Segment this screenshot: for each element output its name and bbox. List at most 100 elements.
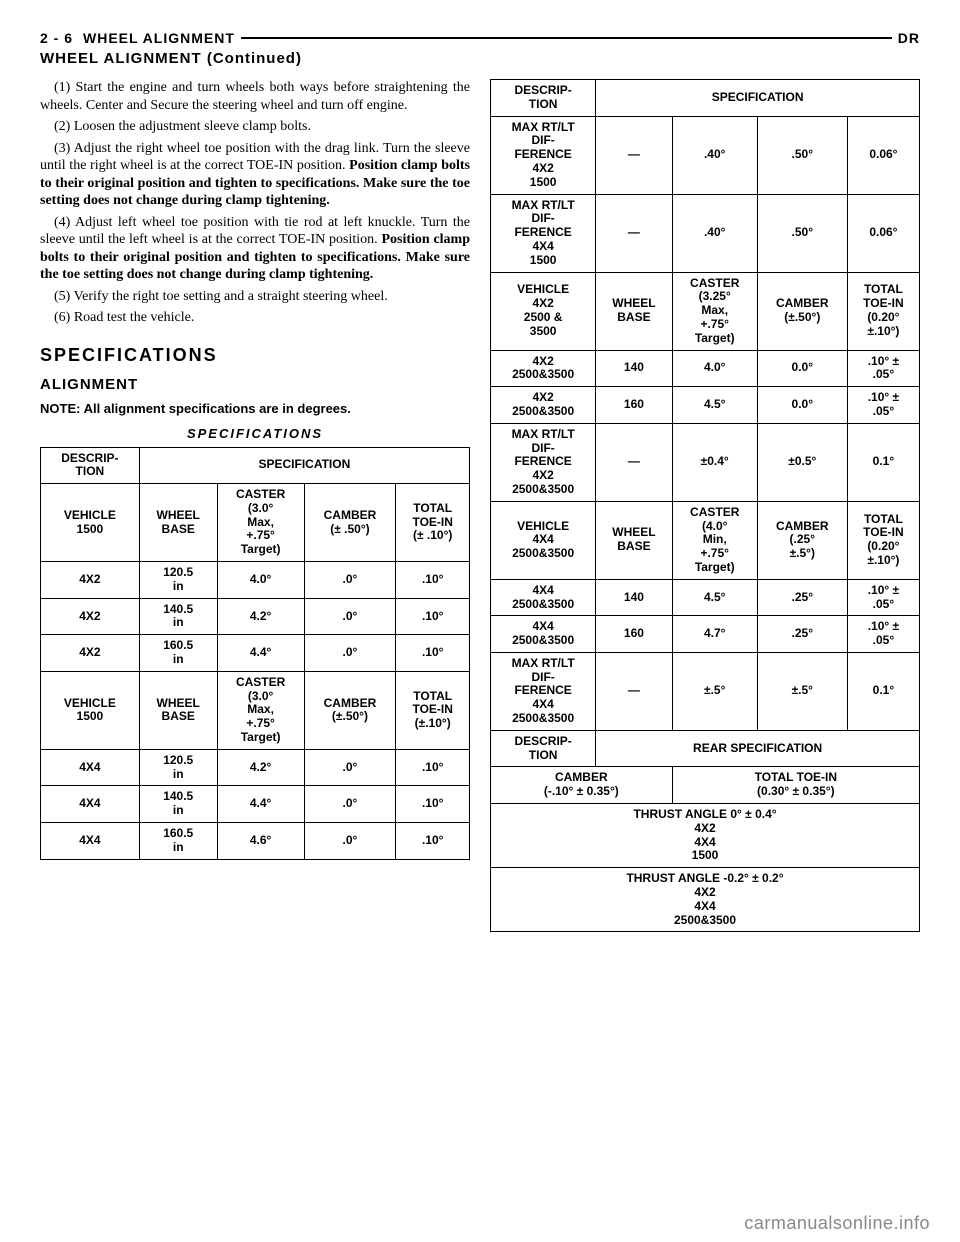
ta-cell: .0° [304, 786, 396, 823]
ta-cell: 4.2° [217, 749, 304, 786]
ta-cell: 4X4 [41, 749, 140, 786]
step-4: (4) Adjust left wheel toe position with … [40, 214, 470, 284]
ta-cell: 4X4 [41, 786, 140, 823]
ta-cell: TOTALTOE-IN(± .10°) [396, 484, 470, 562]
step-5: (5) Verify the right toe setting and a s… [40, 288, 470, 306]
tb-cell: VEHICLE4X42500&3500 [491, 501, 596, 579]
ta-cell: .0° [304, 635, 396, 672]
tb-cell: 160 [596, 616, 672, 653]
step-1: (1) Start the engine and turn wheels bot… [40, 79, 470, 114]
tb-cell: TOTALTOE-IN(0.20°±.10°) [847, 501, 919, 579]
ta-cell: 140.5in [139, 786, 217, 823]
step-2: (2) Loosen the adjustment sleeve clamp b… [40, 118, 470, 136]
tb-cell: 160 [596, 387, 672, 424]
ta-cell: .10° [396, 635, 470, 672]
ta-cell: 4X2 [41, 635, 140, 672]
tb-cell: 4X22500&3500 [491, 387, 596, 424]
tb-cell: 4X22500&3500 [491, 350, 596, 387]
ta-cell: 4X4 [41, 823, 140, 860]
ta-cell: 160.5in [139, 823, 217, 860]
ta-r1c1: DESCRIP-TION [41, 447, 140, 484]
ta-cell: CASTER(3.0°Max,+.75°Target) [217, 671, 304, 749]
tb-r14: THRUST ANGLE 0° ± 0.4°4X24X41500 [491, 804, 920, 868]
tb-cell: 0.06° [847, 194, 919, 272]
tb-r13b: TOTAL TOE-IN(0.30° ± 0.35°) [672, 767, 919, 804]
tb-cell: 4.7° [672, 616, 757, 653]
tb-cell: CASTER(3.25°Max,+.75°Target) [672, 272, 757, 350]
ta-cell: 4.4° [217, 786, 304, 823]
tb-cell: .50° [757, 116, 847, 194]
tb-cell: 0.0° [757, 387, 847, 424]
tb-cell: 140 [596, 350, 672, 387]
tb-cell: ±0.4° [672, 423, 757, 501]
ta-cell: .10° [396, 749, 470, 786]
tb-cell: .50° [757, 194, 847, 272]
tb-cell: 140 [596, 579, 672, 616]
ta-cell: 4.0° [217, 562, 304, 599]
ta-cell: 120.5in [139, 749, 217, 786]
spec-table-a: DESCRIP-TION SPECIFICATION VEHICLE1500 W… [40, 447, 470, 860]
tb-cell: 0.1° [847, 652, 919, 730]
ta-cell: WHEELBASE [139, 671, 217, 749]
tb-cell: MAX RT/LTDIF-FERENCE4X21500 [491, 116, 596, 194]
note-text: NOTE: All alignment specifications are i… [40, 401, 470, 416]
ta-cell: WHEELBASE [139, 484, 217, 562]
header-rule [241, 37, 892, 39]
ta-cell: 4.4° [217, 635, 304, 672]
tb-cell: 4.5° [672, 579, 757, 616]
tb-cell: .40° [672, 194, 757, 272]
tb-r12c2: REAR SPECIFICATION [596, 730, 920, 767]
tb-cell: ±.5° [757, 652, 847, 730]
ta-cell: .0° [304, 823, 396, 860]
step-6: (6) Road test the vehicle. [40, 309, 470, 327]
specifications-heading: SPECIFICATIONS [40, 345, 470, 366]
tb-cell: 4.0° [672, 350, 757, 387]
spec-table-b: DESCRIP-TION SPECIFICATION MAX RT/LTDIF-… [490, 79, 920, 932]
ta-cell: 4.2° [217, 598, 304, 635]
tb-cell: — [596, 194, 672, 272]
ta-cell: 140.5in [139, 598, 217, 635]
table-title: SPECIFICATIONS [40, 426, 470, 441]
tb-cell: 0.06° [847, 116, 919, 194]
ta-cell: .10° [396, 562, 470, 599]
tb-cell: .40° [672, 116, 757, 194]
tb-cell: 4X42500&3500 [491, 579, 596, 616]
step-3: (3) Adjust the right wheel toe position … [40, 140, 470, 210]
tb-cell: 4.5° [672, 387, 757, 424]
ta-cell: VEHICLE1500 [41, 671, 140, 749]
tb-cell: CAMBER(.25°±.5°) [757, 501, 847, 579]
watermark: carmanualsonline.info [744, 1213, 930, 1234]
left-column: (1) Start the engine and turn wheels bot… [40, 79, 470, 932]
ta-cell: TOTALTOE-IN(±.10°) [396, 671, 470, 749]
ta-cell: 4X2 [41, 562, 140, 599]
tb-cell: MAX RT/LTDIF-FERENCE4X22500&3500 [491, 423, 596, 501]
continued-heading: WHEEL ALIGNMENT (Continued) [40, 50, 920, 67]
tb-cell: ±0.5° [757, 423, 847, 501]
tb-cell: — [596, 423, 672, 501]
section-title: WHEEL ALIGNMENT [83, 30, 235, 46]
ta-cell: 4X2 [41, 598, 140, 635]
right-column: DESCRIP-TION SPECIFICATION MAX RT/LTDIF-… [490, 79, 920, 932]
tb-r13a: CAMBER(-.10° ± 0.35°) [491, 767, 673, 804]
tb-cell: VEHICLE4X22500 &3500 [491, 272, 596, 350]
tb-cell: 4X42500&3500 [491, 616, 596, 653]
tb-cell: 0.1° [847, 423, 919, 501]
tb-cell: TOTALTOE-IN(0.20°±.10°) [847, 272, 919, 350]
tb-cell: .10° ±.05° [847, 350, 919, 387]
tb-cell: .10° ±.05° [847, 616, 919, 653]
model-code: DR [898, 30, 920, 46]
ta-cell: 160.5in [139, 635, 217, 672]
page-header: 2 - 6 WHEEL ALIGNMENT DR [40, 30, 920, 46]
tb-cell: .10° ±.05° [847, 387, 919, 424]
tb-cell: CAMBER(±.50°) [757, 272, 847, 350]
ta-cell: .0° [304, 562, 396, 599]
ta-cell: 4.6° [217, 823, 304, 860]
ta-cell: CASTER(3.0°Max,+.75°Target) [217, 484, 304, 562]
ta-cell: .10° [396, 786, 470, 823]
tb-cell: — [596, 652, 672, 730]
ta-cell: 120.5in [139, 562, 217, 599]
tb-cell: .10° ±.05° [847, 579, 919, 616]
tb-cell: .25° [757, 579, 847, 616]
alignment-heading: ALIGNMENT [40, 376, 470, 393]
tb-r1c1: DESCRIP-TION [491, 80, 596, 117]
